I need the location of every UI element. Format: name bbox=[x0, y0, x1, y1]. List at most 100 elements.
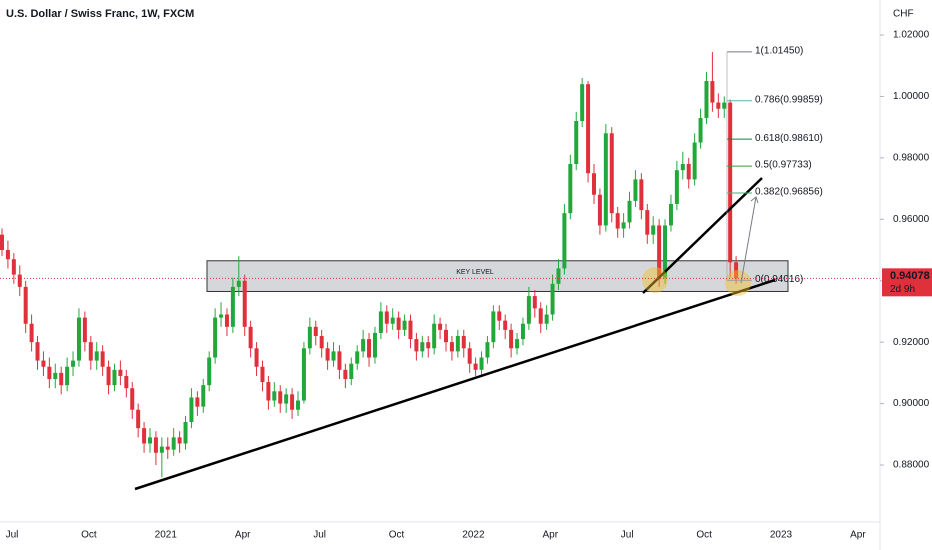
candle-body bbox=[426, 342, 431, 349]
candle-body bbox=[438, 323, 443, 330]
y-tick-label: 0.88000 bbox=[893, 460, 930, 471]
candle-body bbox=[556, 268, 561, 284]
candle-body bbox=[710, 81, 715, 103]
candle-body bbox=[455, 336, 460, 352]
fib-label: 0.618(0.98610) bbox=[755, 133, 823, 144]
candle-body bbox=[367, 339, 372, 358]
candle-body bbox=[53, 372, 58, 380]
candle-body bbox=[580, 84, 585, 122]
candle-body bbox=[550, 283, 555, 315]
y-tick-label: 1.02000 bbox=[893, 30, 930, 41]
countdown-label: 2d 9h bbox=[890, 284, 915, 295]
candle-body bbox=[130, 388, 135, 410]
candle-body bbox=[651, 225, 656, 235]
x-tick-label: Jul bbox=[6, 530, 19, 541]
candle-body bbox=[562, 213, 567, 269]
candle-body bbox=[532, 296, 537, 309]
candle-body bbox=[704, 81, 709, 118]
candle-body bbox=[112, 369, 117, 386]
axes: 0.880000.900000.920000.940000.960000.980… bbox=[6, 30, 932, 541]
candle-body bbox=[349, 363, 354, 380]
candle-body bbox=[526, 296, 531, 324]
candle-body bbox=[5, 250, 10, 260]
candle-body bbox=[420, 342, 425, 352]
candle-body bbox=[568, 164, 573, 214]
x-tick-label: Oct bbox=[81, 530, 97, 541]
candle-body bbox=[94, 351, 99, 361]
candle-body bbox=[307, 326, 312, 349]
x-tick-label: 2021 bbox=[155, 530, 178, 541]
candle-body bbox=[378, 311, 383, 333]
candle-body bbox=[627, 200, 632, 223]
x-tick-label: Jul bbox=[313, 530, 326, 541]
candle-body bbox=[603, 133, 608, 226]
candle-body bbox=[201, 385, 206, 407]
candle-body bbox=[71, 360, 76, 367]
candle-body bbox=[621, 222, 626, 229]
key-level-zone: KEY LEVEL bbox=[206, 260, 789, 292]
y-tick-label: 0.90000 bbox=[893, 398, 930, 409]
candle-body bbox=[615, 213, 620, 229]
candle-body bbox=[319, 336, 324, 349]
candle-body bbox=[230, 286, 235, 327]
last-price-label: 0.94078 bbox=[890, 270, 930, 282]
candle-body bbox=[65, 366, 70, 386]
key-level bbox=[206, 260, 789, 292]
candle-body bbox=[432, 323, 437, 349]
candle-body bbox=[372, 332, 377, 358]
candle-body bbox=[538, 308, 543, 324]
candle-body bbox=[343, 369, 348, 380]
y-tick-label: 0.96000 bbox=[893, 214, 930, 225]
candle-body bbox=[390, 317, 395, 324]
candle-body bbox=[657, 225, 662, 278]
candle-body bbox=[224, 314, 229, 327]
candle-body bbox=[337, 351, 342, 370]
candle-body bbox=[674, 170, 679, 204]
candle-body bbox=[207, 357, 212, 386]
trendline bbox=[642, 177, 763, 294]
y-tick-label: 0.92000 bbox=[893, 337, 930, 348]
candle-body bbox=[11, 259, 16, 275]
candle-body bbox=[118, 369, 123, 376]
candle-body bbox=[663, 225, 668, 278]
fib-label: 0.786(0.99859) bbox=[755, 94, 823, 105]
candle-body bbox=[586, 84, 591, 174]
candles bbox=[0, 51, 739, 478]
candle-body bbox=[290, 394, 295, 410]
candle-body bbox=[153, 437, 158, 453]
candle-body bbox=[260, 366, 265, 383]
candle-body bbox=[183, 422, 188, 444]
candle-body bbox=[59, 372, 64, 386]
x-tick-label: 2022 bbox=[462, 530, 485, 541]
highlight bbox=[725, 270, 751, 296]
candle-body bbox=[461, 336, 466, 349]
candle-body bbox=[266, 382, 271, 401]
key-level-label: KEY LEVEL bbox=[456, 269, 494, 276]
candle-body bbox=[592, 173, 596, 195]
candle-body bbox=[82, 317, 87, 343]
candle-body bbox=[296, 400, 300, 410]
candle-body bbox=[325, 348, 330, 361]
candle-body bbox=[509, 329, 514, 349]
x-tick-label: Oct bbox=[389, 530, 405, 541]
candle-body bbox=[503, 320, 508, 330]
candle-body bbox=[479, 357, 484, 370]
chart-title: U.S. Dollar / Swiss Franc, 1W, FXCM bbox=[6, 8, 194, 20]
candle-body bbox=[716, 102, 721, 109]
x-tick-label: 2023 bbox=[770, 530, 793, 541]
candle-body bbox=[23, 286, 28, 324]
candle-body bbox=[236, 280, 241, 287]
candle-body bbox=[728, 102, 733, 263]
candle-body bbox=[248, 326, 253, 349]
fib-label: 1(1.01450) bbox=[755, 46, 803, 57]
candle-body bbox=[384, 311, 389, 324]
candle-body bbox=[124, 375, 129, 389]
x-tick-label: Apr bbox=[543, 530, 559, 541]
currency-label: CHF bbox=[893, 9, 914, 20]
highlight bbox=[642, 267, 668, 293]
candle-body bbox=[136, 409, 141, 429]
candle-body bbox=[301, 348, 306, 401]
y-tick-label: 1.00000 bbox=[893, 91, 930, 102]
